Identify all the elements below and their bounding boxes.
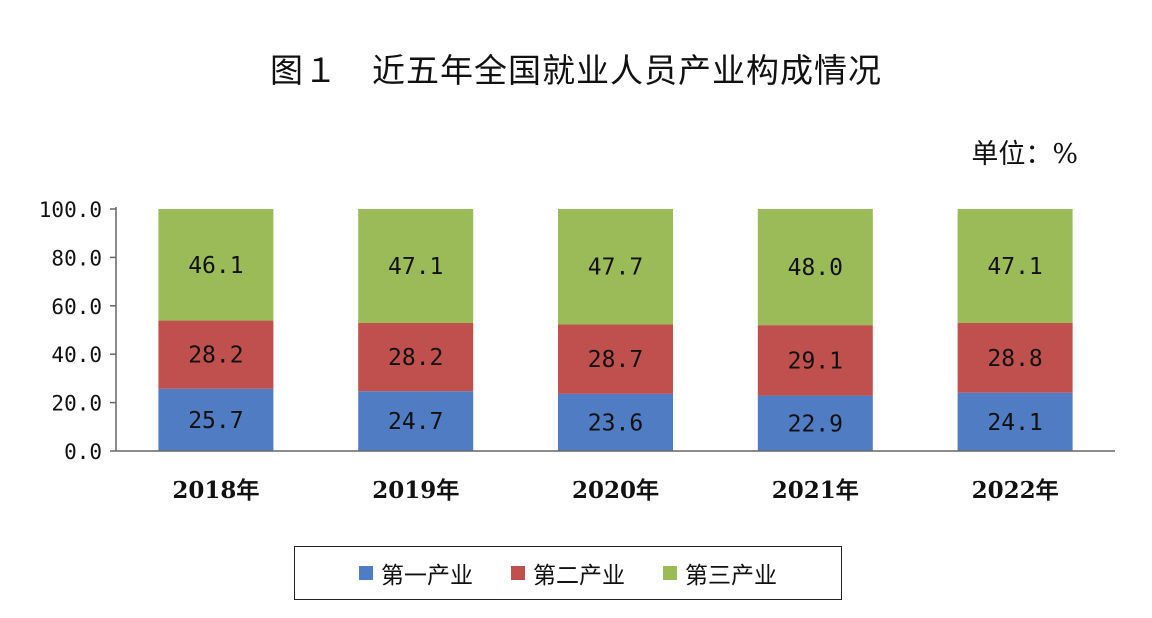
y-tick-label: 0.0 [64,440,102,464]
unit-label: 单位：% [971,139,1078,170]
x-tick-label: 2018年 [172,477,259,504]
bar-segment [358,391,474,451]
legend-label-primary: 第一产业 [381,563,473,589]
x-tick-label: 2020年 [572,477,659,504]
data-label: 47.1 [987,254,1042,280]
bar-segment [957,209,1073,323]
legend-item-secondary: 第二产业 [511,556,625,590]
chart-title: 图１ 近五年全国就业人员产业构成情况 [270,51,882,90]
data-label: 24.1 [987,410,1042,436]
data-label: 47.7 [588,255,643,281]
legend-swatch-primary [359,566,373,580]
y-tick-label: 20.0 [51,392,102,416]
x-tick-label: 2022年 [972,477,1059,504]
legend-item-primary: 第一产业 [359,556,473,590]
y-tick-label: 40.0 [51,343,102,367]
data-label: 22.9 [788,411,843,437]
bar-segment [558,209,673,325]
bar-segment [558,393,673,451]
bar-segment [158,209,274,321]
bar-segment [358,209,474,323]
chart-legend: 第一产业 第二产业 第三产业 [294,546,842,600]
data-label: 28.8 [987,346,1042,372]
data-label: 29.1 [788,348,843,374]
data-label: 48.0 [788,255,843,281]
stacked-bar-chart: 25.7 28.2 46.1 2018年 24.7 28.2 47.1 2019年 23.6 28… [39,198,1115,504]
legend-label-secondary: 第二产业 [533,563,625,589]
bar-segment [957,322,1073,393]
y-tick-label: 100.0 [39,198,102,222]
data-label: 28.7 [588,347,643,373]
legend-swatch-tertiary [663,566,677,580]
bar-segment [158,388,274,451]
y-tick-label: 80.0 [51,246,102,270]
data-label: 47.1 [388,254,443,280]
x-tick-label: 2021年 [772,477,859,504]
legend-item-tertiary: 第三产业 [663,556,777,590]
bar-segment [757,209,873,326]
bar-segment [158,320,274,389]
data-label: 25.7 [188,408,243,434]
bar-segment [957,392,1073,451]
data-label: 28.2 [188,343,243,369]
legend-label-tertiary: 第三产业 [685,563,777,589]
data-label: 28.2 [388,345,443,371]
bar-segment [757,325,873,396]
bar-segment [358,322,474,392]
bar-segment [757,395,873,451]
y-tick-label: 60.0 [51,295,102,319]
data-label: 46.1 [188,253,243,279]
bar-segment [558,324,673,394]
data-label: 24.7 [388,409,443,435]
data-label: 23.6 [588,410,643,436]
x-tick-label: 2019年 [372,477,459,504]
legend-swatch-secondary [511,566,525,580]
